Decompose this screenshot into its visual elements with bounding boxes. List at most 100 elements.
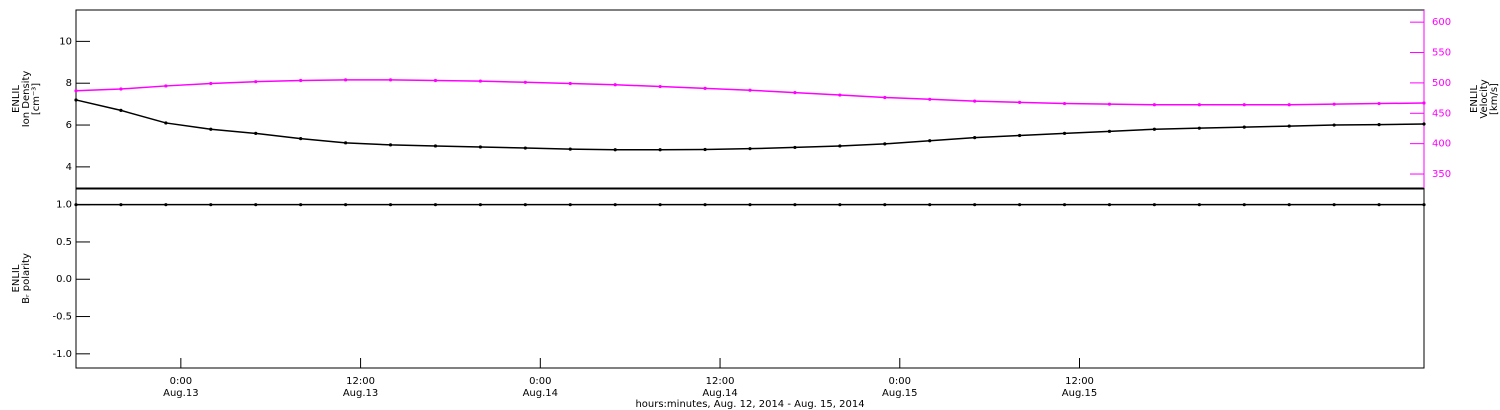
data-point bbox=[1332, 123, 1336, 127]
data-point bbox=[344, 141, 348, 145]
data-point bbox=[523, 146, 527, 150]
y2-tick-label: 450 bbox=[1432, 108, 1451, 119]
data-point bbox=[164, 203, 168, 207]
x-tick-date: Aug.13 bbox=[343, 388, 378, 399]
y-tick-label: 6 bbox=[66, 120, 72, 131]
y-tick-label: 10 bbox=[59, 36, 72, 47]
x-tick-label: 0:00 bbox=[170, 376, 192, 387]
data-point bbox=[613, 148, 617, 152]
data-point bbox=[1422, 203, 1426, 207]
data-point bbox=[209, 127, 213, 131]
data-point bbox=[1242, 103, 1246, 107]
y-tick-label: 0.5 bbox=[56, 237, 72, 248]
data-point bbox=[973, 203, 977, 207]
data-point bbox=[1287, 203, 1291, 207]
x-tick-label: 12:00 bbox=[706, 376, 735, 387]
data-point bbox=[1107, 102, 1112, 106]
y-tick-label: -1.0 bbox=[52, 349, 72, 360]
data-point bbox=[433, 78, 438, 83]
data-point bbox=[1242, 125, 1246, 129]
data-point bbox=[523, 80, 527, 84]
data-point bbox=[1332, 203, 1336, 207]
data-point bbox=[119, 203, 123, 207]
data-point bbox=[1287, 103, 1291, 107]
data-point bbox=[1062, 101, 1067, 106]
data-point bbox=[523, 203, 527, 207]
data-point bbox=[344, 203, 348, 207]
data-point bbox=[299, 137, 303, 141]
data-point bbox=[1422, 122, 1426, 126]
data-point bbox=[1422, 101, 1426, 105]
data-point bbox=[928, 203, 932, 207]
y-axis-label: Ion Density bbox=[21, 71, 32, 128]
data-point bbox=[973, 99, 977, 103]
data-point bbox=[388, 203, 393, 207]
y-tick-label: 1.0 bbox=[56, 200, 72, 211]
y2-axis-label: Velocity bbox=[1479, 79, 1490, 118]
data-point bbox=[1018, 203, 1022, 207]
y2-tick-label: 350 bbox=[1432, 169, 1451, 180]
y-tick-label: 4 bbox=[66, 162, 72, 173]
data-point bbox=[478, 203, 482, 207]
data-point bbox=[1018, 133, 1022, 138]
x-tick-label: 12:00 bbox=[346, 376, 375, 387]
data-point bbox=[209, 203, 213, 207]
data-point bbox=[973, 135, 977, 140]
data-point bbox=[74, 203, 78, 207]
data-point bbox=[344, 78, 348, 82]
data-point bbox=[928, 139, 932, 143]
data-point bbox=[703, 86, 707, 90]
data-point bbox=[703, 147, 707, 152]
data-point bbox=[748, 88, 752, 92]
data-point bbox=[883, 203, 887, 207]
y-axis-label: ENLIL bbox=[11, 85, 22, 113]
data-point bbox=[74, 89, 78, 93]
x-axis-label: hours:minutes, Aug. 12, 2014 - Aug. 15, … bbox=[635, 399, 864, 410]
x-tick-label: 0:00 bbox=[529, 376, 551, 387]
data-point bbox=[568, 81, 572, 86]
y2-tick-label: 500 bbox=[1432, 78, 1451, 89]
data-point bbox=[793, 203, 797, 207]
data-point bbox=[658, 84, 662, 89]
data-point bbox=[1152, 103, 1156, 107]
y2-axis-label: [km/s] bbox=[1489, 83, 1500, 115]
data-point bbox=[433, 144, 438, 148]
x-tick-date: Aug.14 bbox=[702, 388, 737, 399]
data-point bbox=[1018, 100, 1022, 104]
data-point bbox=[1377, 123, 1381, 127]
x-tick-date: Aug.15 bbox=[882, 388, 917, 399]
data-point bbox=[1152, 127, 1156, 131]
data-point bbox=[1332, 102, 1336, 106]
data-point bbox=[838, 144, 842, 148]
data-point bbox=[164, 121, 168, 125]
data-point bbox=[1152, 203, 1156, 207]
data-point bbox=[299, 203, 303, 207]
data-point bbox=[388, 78, 393, 82]
data-line bbox=[75, 79, 1425, 106]
data-point bbox=[793, 145, 797, 150]
data-point bbox=[613, 83, 617, 87]
data-point bbox=[254, 203, 258, 207]
data-point bbox=[1377, 203, 1381, 207]
data-point bbox=[613, 203, 617, 207]
y-axis-label: ENLIL bbox=[11, 264, 22, 292]
data-point bbox=[254, 131, 258, 136]
data-point bbox=[568, 203, 572, 207]
data-point bbox=[433, 203, 438, 207]
data-point bbox=[748, 203, 752, 207]
x-tick-date: Aug.15 bbox=[1062, 388, 1097, 399]
data-point bbox=[1197, 126, 1201, 130]
data-point bbox=[74, 98, 78, 102]
data-point bbox=[883, 95, 887, 100]
data-point bbox=[1242, 203, 1246, 207]
x-tick-date: Aug.14 bbox=[523, 388, 558, 399]
data-point bbox=[658, 203, 662, 207]
y2-tick-label: 400 bbox=[1432, 139, 1451, 150]
y2-tick-label: 550 bbox=[1432, 48, 1451, 59]
y-tick-label: 0.0 bbox=[56, 274, 72, 285]
data-point bbox=[1197, 103, 1201, 107]
data-point bbox=[164, 84, 168, 88]
panel-frame bbox=[75, 9, 1425, 189]
